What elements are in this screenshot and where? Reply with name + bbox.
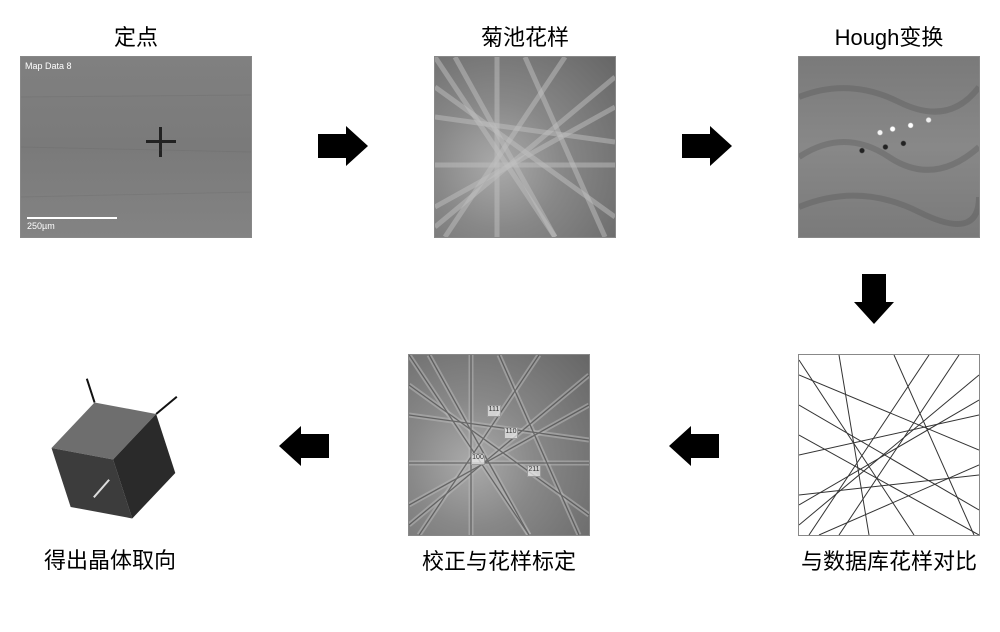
arrow-right-icon — [682, 126, 732, 166]
crystal-cube — [20, 355, 200, 535]
index-label: 110 — [504, 427, 518, 439]
ebsd-process-diagram: 定点 Map Data 8 250µm 菊池花样 — [20, 20, 980, 572]
step3-label: Hough变换 — [835, 20, 944, 48]
index-label: 100 — [471, 453, 485, 465]
indexed-pattern: 111110 100 211 — [408, 354, 590, 536]
arrow-left-icon — [669, 426, 719, 466]
step-hough: Hough变换 — [798, 20, 980, 238]
scalebar: 250µm — [27, 217, 117, 231]
arrow-down-wrap — [20, 268, 980, 324]
step2-label: 菊池花样 — [481, 20, 569, 48]
index-label: 211 — [527, 465, 541, 477]
step6-label: 得出晶体取向 — [44, 543, 176, 571]
kikuchi-pattern — [434, 56, 616, 238]
database-pattern — [798, 354, 980, 536]
step4-label: 与数据库花样对比 — [801, 544, 977, 572]
index-label: 111 — [487, 405, 501, 417]
arrow-left-icon — [279, 426, 329, 466]
step-db-compare: 与数据库花样对比 — [798, 354, 980, 572]
step-orientation: 得出晶体取向 — [20, 355, 200, 571]
step-kikuchi: 菊池花样 — [434, 20, 616, 238]
sem-image: Map Data 8 250µm — [20, 56, 252, 238]
step1-label: 定点 — [114, 20, 158, 48]
step-indexed: 111110 100 211 校正与花样标定 — [408, 354, 590, 572]
step-fixed-point: 定点 Map Data 8 250µm — [20, 20, 252, 238]
kikuchi-lines — [435, 57, 615, 237]
arrow-down-icon — [854, 274, 894, 324]
arrow-right-icon — [318, 126, 368, 166]
step5-label: 校正与花样标定 — [422, 544, 576, 572]
hough-transform — [798, 56, 980, 238]
row-bottom: 得出晶体取向 111110 100 211 校正与花样标定 与数据库花样对比 — [20, 354, 980, 572]
row-top: 定点 Map Data 8 250µm 菊池花样 — [20, 20, 980, 238]
